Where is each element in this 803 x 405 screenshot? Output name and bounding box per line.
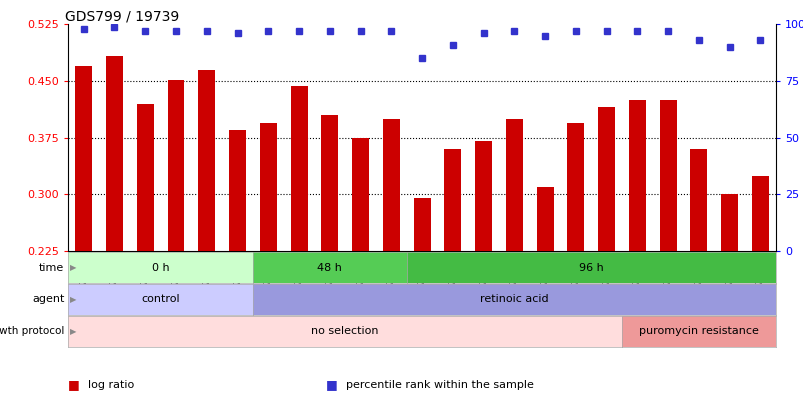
- Text: GDS799 / 19739: GDS799 / 19739: [65, 9, 179, 23]
- Bar: [413, 198, 430, 251]
- Text: ▶: ▶: [70, 295, 76, 304]
- Bar: [382, 119, 399, 251]
- Bar: [536, 187, 553, 251]
- Text: 0 h: 0 h: [152, 262, 169, 273]
- Bar: [259, 123, 276, 251]
- Text: no selection: no selection: [311, 326, 378, 337]
- Bar: [597, 107, 614, 251]
- Text: time: time: [39, 262, 64, 273]
- Text: control: control: [141, 294, 180, 305]
- Text: ▶: ▶: [70, 263, 76, 272]
- Bar: [321, 115, 338, 251]
- Bar: [290, 86, 307, 251]
- Text: agent: agent: [32, 294, 64, 305]
- Text: percentile rank within the sample: percentile rank within the sample: [345, 379, 533, 390]
- Text: ■: ■: [325, 378, 337, 391]
- Text: retinoic acid: retinoic acid: [479, 294, 548, 305]
- Text: growth protocol: growth protocol: [0, 326, 64, 337]
- Bar: [659, 100, 676, 251]
- Text: log ratio: log ratio: [88, 379, 135, 390]
- Bar: [628, 100, 645, 251]
- Bar: [167, 80, 184, 251]
- Bar: [137, 104, 153, 251]
- Text: 48 h: 48 h: [317, 262, 342, 273]
- Bar: [505, 119, 522, 251]
- Bar: [198, 70, 215, 251]
- Text: 96 h: 96 h: [578, 262, 603, 273]
- Bar: [75, 66, 92, 251]
- Bar: [751, 175, 768, 251]
- Text: ■: ■: [68, 378, 80, 391]
- Bar: [720, 194, 737, 251]
- Text: ▶: ▶: [70, 327, 76, 336]
- Bar: [567, 123, 584, 251]
- Bar: [690, 149, 707, 251]
- Bar: [352, 138, 369, 251]
- Bar: [229, 130, 246, 251]
- Bar: [444, 149, 461, 251]
- Text: puromycin resistance: puromycin resistance: [638, 326, 758, 337]
- Bar: [475, 141, 491, 251]
- Bar: [106, 56, 123, 251]
